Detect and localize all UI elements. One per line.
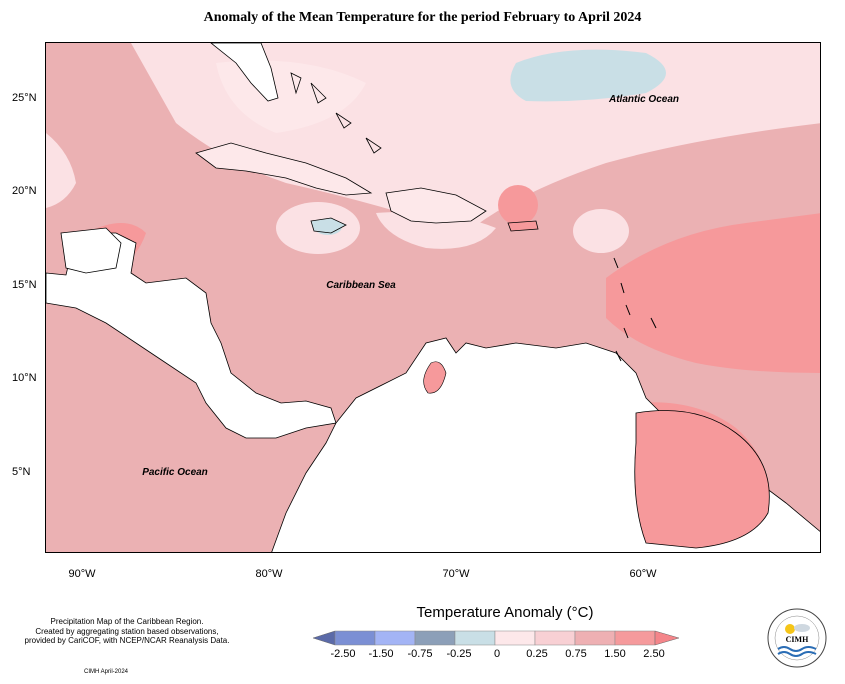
legend-tick: 2.50 <box>643 648 665 660</box>
land-hispaniola <box>385 187 487 224</box>
legend-title: Temperature Anomaly (°C) <box>416 604 594 621</box>
lat-label-10: 10°N <box>12 372 37 384</box>
land-cuba <box>195 142 373 196</box>
lat-label-20: 20°N <box>12 185 37 197</box>
logo-text: CIMH <box>786 635 809 644</box>
legend-tick: 0.25 <box>526 648 548 660</box>
land-puerto-rico <box>507 220 539 232</box>
legend-swatch-1 <box>334 630 376 646</box>
atlantic-ocean-label: Atlantic Ocean <box>608 94 680 105</box>
legend-swatch-2 <box>374 630 416 646</box>
source-note-line-1: Precipitation Map of the Caribbean Regio… <box>50 617 204 626</box>
anomaly-field-high-east <box>606 213 820 373</box>
land-yucatan <box>60 227 122 274</box>
land-lesser-antilles <box>613 257 657 362</box>
map-title: Anomaly of the Mean Temperature for the … <box>203 10 642 25</box>
legend-tick: -0.25 <box>446 648 472 660</box>
lon-label-80: 80°W <box>255 568 283 580</box>
legend-swatch-5 <box>494 630 536 646</box>
pacific-ocean-label: Pacific Ocean <box>142 467 208 478</box>
legend-tick: 0.75 <box>565 648 587 660</box>
legend-tick: -1.50 <box>368 648 394 660</box>
lat-label-5: 5°N <box>12 466 31 478</box>
legend-colorbar <box>313 630 680 646</box>
legend-swatch-6 <box>534 630 576 646</box>
legend-swatch-3 <box>414 630 456 646</box>
anomaly-field-low-antilles <box>573 209 629 253</box>
cimh-logo-icon: CIMH <box>767 608 827 668</box>
land-bahamas <box>290 72 382 154</box>
source-note-line-2: Created by aggregating station based obs… <box>35 626 219 636</box>
legend-tick: 0 <box>493 648 501 660</box>
land-jamaica <box>310 217 347 234</box>
source-note-line-3: provided by CariCOF, with NCEP/NCAR Rean… <box>24 636 230 645</box>
cool-patch-north <box>510 49 666 102</box>
anomaly-field-low-west <box>46 133 76 208</box>
lon-label-90: 90°W <box>68 568 96 580</box>
legend-swatch-4 <box>454 630 496 646</box>
lat-label-25: 25°N <box>12 92 37 104</box>
land-central-america <box>46 232 337 439</box>
anomaly-field-high-pr <box>498 185 538 225</box>
legend-tick: -0.75 <box>407 648 433 660</box>
anomaly-map <box>46 43 820 552</box>
lon-label-70: 70°W <box>442 568 470 580</box>
legend-swatch-7 <box>574 630 616 646</box>
issue-date: CIMH April-2024 <box>84 669 129 675</box>
legend-swatch-over <box>654 630 680 646</box>
caribbean-sea-label: Caribbean Sea <box>326 280 396 291</box>
lon-label-60: 60°W <box>629 568 657 580</box>
land-lake-maracaibo <box>423 361 447 394</box>
legend-swatch-under <box>313 630 336 646</box>
land-florida <box>210 43 279 102</box>
map-panel[interactable] <box>45 42 821 553</box>
land-guianas-warm <box>634 410 770 549</box>
legend-tick: -2.50 <box>330 648 356 660</box>
legend-swatch-8 <box>614 630 656 646</box>
source-note: Precipitation Map of the Caribbean Regio… <box>12 617 242 646</box>
legend-tick: 1.50 <box>604 648 626 660</box>
lat-label-15: 15°N <box>12 279 37 291</box>
